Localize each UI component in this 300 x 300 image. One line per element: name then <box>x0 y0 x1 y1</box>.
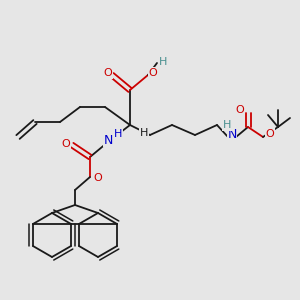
Text: O: O <box>94 173 102 183</box>
Text: O: O <box>266 129 274 139</box>
Text: O: O <box>103 68 112 78</box>
Text: N: N <box>103 134 113 146</box>
Text: H: H <box>140 128 148 138</box>
Text: O: O <box>61 139 70 149</box>
Text: N: N <box>227 128 237 142</box>
Text: H: H <box>159 57 167 67</box>
Text: H: H <box>114 129 122 139</box>
Text: O: O <box>236 105 244 115</box>
Text: O: O <box>148 68 158 78</box>
Text: H: H <box>223 120 231 130</box>
